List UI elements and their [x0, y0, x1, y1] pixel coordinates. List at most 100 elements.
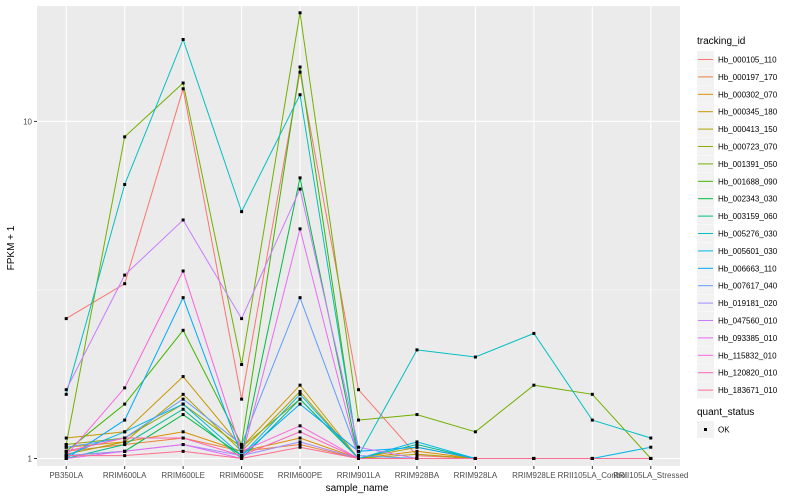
data-point	[64, 388, 68, 392]
data-point	[649, 456, 653, 460]
data-point	[123, 443, 127, 447]
data-point	[473, 430, 477, 434]
data-point	[240, 449, 244, 453]
data-point	[532, 456, 536, 460]
data-point	[473, 355, 477, 359]
legend-label: Hb_000105_110	[718, 56, 777, 65]
data-point	[590, 456, 594, 460]
data-point	[240, 456, 244, 460]
data-point	[357, 445, 360, 449]
legend-item: Hb_005276_030	[697, 225, 778, 242]
legend-item: Hb_047560_010	[697, 312, 778, 329]
data-point	[298, 70, 302, 74]
legend-item: Hb_007617_040	[697, 277, 778, 295]
x-tick-label: RRII105LA_Stressed	[613, 471, 688, 480]
legend-label: Hb_000723_070	[718, 143, 778, 152]
data-point	[240, 210, 244, 214]
x-tick-label: RRIM600PE	[278, 471, 322, 480]
data-point	[298, 93, 302, 97]
x-tick-label: RRIM901LA	[337, 471, 381, 480]
y-axis-title: FPKM + 1	[6, 225, 17, 270]
data-point	[532, 331, 536, 335]
data-point	[123, 454, 127, 458]
data-point	[181, 397, 185, 401]
x-tick-label: RRIM928LA	[454, 471, 498, 480]
data-point	[181, 296, 185, 300]
data-point	[240, 397, 244, 401]
data-point	[357, 449, 360, 453]
data-point	[415, 456, 419, 460]
data-point	[415, 348, 419, 352]
legend-item: Hb_000105_110	[697, 51, 777, 68]
data-point	[298, 430, 302, 434]
plot-panel	[37, 6, 680, 466]
data-point	[181, 87, 185, 91]
data-point	[181, 430, 185, 434]
data-point	[415, 445, 419, 449]
y-axis: 1 10	[23, 117, 37, 463]
data-point	[415, 449, 419, 453]
data-point	[590, 392, 594, 396]
legend-label: Hb_005276_030	[718, 230, 778, 239]
data-point	[181, 402, 185, 406]
x-axis: PB350LA RRIM600LA RRIM600LE RRIM600SE RRIM60…	[49, 466, 688, 480]
x-tick-label: RRIM600SE	[219, 471, 263, 480]
data-point	[181, 81, 185, 85]
data-point	[298, 402, 302, 406]
data-point	[64, 317, 68, 321]
data-point	[649, 436, 653, 440]
data-point	[473, 456, 477, 460]
legend-item: Hb_120820_010	[697, 364, 778, 382]
data-point	[181, 269, 185, 273]
legend-label: Hb_007617_040	[718, 282, 778, 291]
data-point	[240, 317, 244, 321]
legend-item: Hb_115832_010	[697, 346, 777, 364]
data-point	[298, 390, 302, 394]
legend-label: Hb_183671_010	[718, 386, 778, 395]
data-point	[181, 392, 185, 396]
data-point	[123, 282, 127, 286]
data-point	[298, 176, 302, 180]
legend-item: Hb_000197_170	[697, 68, 778, 86]
legend-item: Hb_002343_030	[697, 190, 778, 208]
data-point	[181, 436, 185, 440]
data-point	[123, 135, 127, 139]
data-point	[298, 11, 302, 15]
y-tick-label: 1	[28, 454, 33, 463]
legend-label: Hb_005601_030	[718, 247, 778, 256]
data-point	[123, 386, 127, 390]
data-point	[181, 449, 185, 453]
data-point	[64, 454, 68, 458]
legend2-item: OK	[697, 421, 730, 438]
legend2-label: OK	[718, 426, 730, 435]
x-tick-label: PB350LA	[49, 471, 83, 480]
data-point	[64, 449, 68, 453]
y-tick-label: 10	[23, 117, 32, 126]
data-point	[532, 383, 536, 387]
data-point	[298, 440, 302, 444]
data-point	[240, 445, 244, 449]
x-axis-title: sample_name	[326, 483, 389, 494]
x-tick-label: RRIM928BA	[395, 471, 440, 480]
x-tick-label: RRIM600LA	[103, 471, 147, 480]
data-point	[64, 456, 68, 460]
data-point	[240, 454, 244, 458]
data-point	[415, 413, 419, 417]
data-point	[298, 445, 302, 449]
data-point	[357, 388, 360, 392]
data-point	[123, 430, 127, 434]
legend-label: Hb_000345_180	[718, 108, 778, 117]
data-point	[649, 445, 653, 449]
data-point	[357, 454, 360, 458]
legend-item: Hb_000413_150	[697, 120, 778, 138]
data-point	[64, 443, 68, 447]
data-point	[298, 65, 302, 69]
data-point	[298, 436, 302, 440]
data-point	[298, 443, 302, 447]
legend2-title: quant_status	[697, 407, 754, 418]
data-point	[181, 375, 185, 379]
data-point	[64, 436, 68, 440]
legend-label: Hb_120820_010	[718, 369, 778, 378]
data-point	[298, 424, 302, 428]
